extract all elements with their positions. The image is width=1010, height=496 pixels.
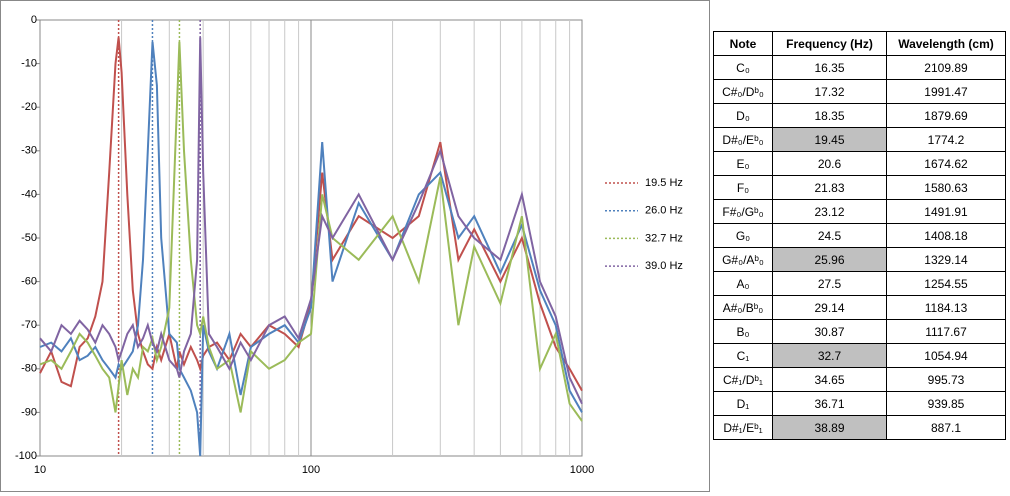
note-cell: G₀ — [713, 223, 773, 248]
note-cell: C#₁/Dᵇ₁ — [713, 367, 773, 392]
y-tick-label: -100 — [15, 450, 37, 462]
note-cell: C#₀/Dᵇ₀ — [713, 79, 773, 104]
frequency-cell: 27.5 — [772, 271, 887, 296]
y-tick-label: -10 — [21, 58, 37, 70]
table-row: A#₀/Bᵇ₀ 29.14 1184.13 — [713, 295, 1006, 320]
wavelength-cell: 1184.13 — [886, 295, 1006, 320]
wavelength-cell: 1254.55 — [886, 271, 1006, 296]
note-cell: A₀ — [713, 271, 773, 296]
wavelength-cell: 2109.89 — [886, 55, 1006, 80]
table-header: Note Frequency (Hz) Wavelength (cm) — [713, 31, 1006, 56]
table-row: B₀ 30.87 1117.67 — [713, 319, 1006, 344]
note-cell: E₀ — [713, 151, 773, 176]
spectrum-line — [39, 37, 583, 405]
wavelength-cell: 939.85 — [886, 391, 1006, 416]
frequency-cell: 21.83 — [772, 175, 887, 200]
frequency-cell: 25.96 — [772, 247, 887, 272]
table-row: F₀ 21.83 1580.63 — [713, 175, 1006, 200]
frequency-cell: 17.32 — [772, 79, 887, 104]
y-tick-label: -30 — [21, 145, 37, 157]
x-tick-label: 100 — [302, 464, 320, 476]
legend-label: 26.0 Hz — [645, 205, 683, 217]
frequency-cell: 38.89 — [772, 415, 887, 440]
wavelength-cell: 1117.67 — [886, 319, 1006, 344]
table-row: D#₁/Eᵇ₁ 38.89 887.1 — [713, 415, 1006, 440]
y-tick-label: -50 — [21, 232, 37, 244]
table-row: E₀ 20.6 1674.62 — [713, 151, 1006, 176]
legend-label: 19.5 Hz — [645, 177, 683, 189]
note-cell: D₁ — [713, 391, 773, 416]
frequency-cell: 16.35 — [772, 55, 887, 80]
legend-label: 32.7 Hz — [645, 232, 683, 244]
table-row: G₀ 24.5 1408.18 — [713, 223, 1006, 248]
wavelength-cell: 1774.2 — [886, 127, 1006, 152]
wavelength-cell: 1054.94 — [886, 343, 1006, 368]
frequency-cell: 23.12 — [772, 199, 887, 224]
table-body: C₀ 16.35 2109.89 C#₀/Dᵇ₀ 17.32 1991.47 D₀ 18.35… — [713, 55, 1006, 440]
note-cell: F#₀/Gᵇ₀ — [713, 199, 773, 224]
table-row: D₀ 18.35 1879.69 — [713, 103, 1006, 128]
frequency-cell: 29.14 — [772, 295, 887, 320]
note-table: Note Frequency (Hz) Wavelength (cm) C₀ 16.35… — [713, 31, 1006, 440]
note-cell: G#₀/Aᵇ₀ — [713, 247, 773, 272]
table-row: C#₀/Dᵇ₀ 17.32 1991.47 — [713, 79, 1006, 104]
y-tick-label: -70 — [21, 319, 37, 331]
table-row: D₁ 36.71 939.85 — [713, 391, 1006, 416]
header-cell: Note — [713, 31, 773, 56]
note-cell: A#₀/Bᵇ₀ — [713, 295, 773, 320]
table-row: A₀ 27.5 1254.55 — [713, 271, 1006, 296]
spectrum-line — [39, 41, 583, 457]
y-tick-label: -60 — [21, 276, 37, 288]
table-row: C#₁/Dᵇ₁ 34.65 995.73 — [713, 367, 1006, 392]
y-tick-label: -80 — [21, 363, 37, 375]
wavelength-cell: 1329.14 — [886, 247, 1006, 272]
y-tick-label: -40 — [21, 188, 37, 200]
header-cell: Wavelength (cm) — [886, 31, 1006, 56]
table-row: C₀ 16.35 2109.89 — [713, 55, 1006, 80]
y-tick-label: -90 — [21, 406, 37, 418]
x-tick-label: 10 — [34, 464, 46, 476]
note-cell: F₀ — [713, 175, 773, 200]
table-row: C₁ 32.7 1054.94 — [713, 343, 1006, 368]
wavelength-cell: 1879.69 — [886, 103, 1006, 128]
note-cell: D#₀/Eᵇ₀ — [713, 127, 773, 152]
frequency-cell: 32.7 — [772, 343, 887, 368]
spectrum-line — [39, 41, 583, 422]
note-cell: B₀ — [713, 319, 773, 344]
wavelength-cell: 1580.63 — [886, 175, 1006, 200]
table-row: F#₀/Gᵇ₀ 23.12 1491.91 — [713, 199, 1006, 224]
y-tick-label: -20 — [21, 101, 37, 113]
wavelength-cell: 1408.18 — [886, 223, 1006, 248]
frequency-cell: 19.45 — [772, 127, 887, 152]
table-row: G#₀/Aᵇ₀ 25.96 1329.14 — [713, 247, 1006, 272]
header-cell: Frequency (Hz) — [772, 31, 887, 56]
note-cell: D#₁/Eᵇ₁ — [713, 415, 773, 440]
note-cell: C₀ — [713, 55, 773, 80]
legend-label: 39.0 Hz — [645, 260, 683, 272]
frequency-cell: 20.6 — [772, 151, 887, 176]
wavelength-cell: 995.73 — [886, 367, 1006, 392]
wavelength-cell: 887.1 — [886, 415, 1006, 440]
wavelength-cell: 1491.91 — [886, 199, 1006, 224]
x-tick-label: 1000 — [570, 464, 594, 476]
frequency-cell: 24.5 — [772, 223, 887, 248]
wavelength-cell: 1991.47 — [886, 79, 1006, 104]
note-cell: C₁ — [713, 343, 773, 368]
wavelength-cell: 1674.62 — [886, 151, 1006, 176]
table-row: D#₀/Eᵇ₀ 19.45 1774.2 — [713, 127, 1006, 152]
frequency-cell: 36.71 — [772, 391, 887, 416]
note-cell: D₀ — [713, 103, 773, 128]
frequency-cell: 30.87 — [772, 319, 887, 344]
frequency-cell: 34.65 — [772, 367, 887, 392]
y-tick-label: 0 — [31, 14, 37, 26]
frequency-cell: 18.35 — [772, 103, 887, 128]
